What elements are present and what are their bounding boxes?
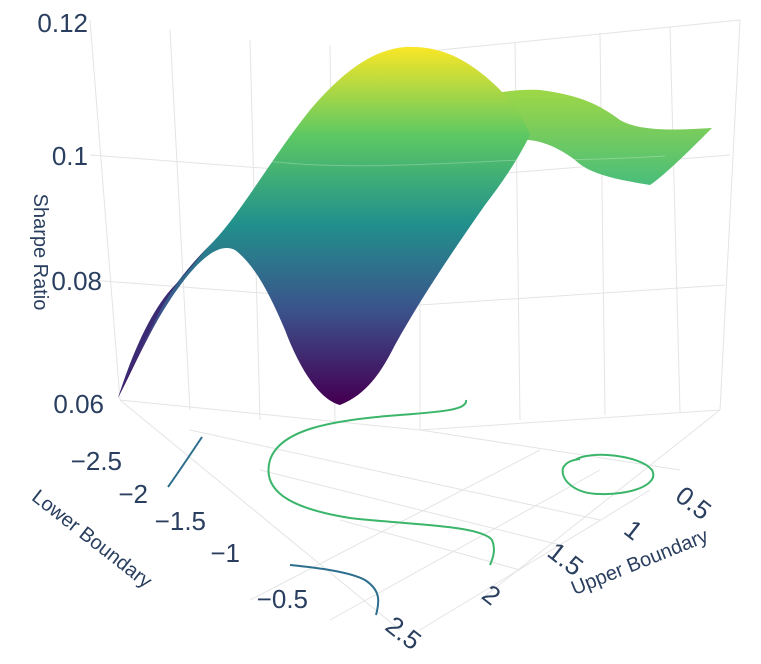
surface-left-edge [118, 245, 210, 398]
y-tick-label: −1.5 [155, 506, 206, 536]
floor-contours [167, 399, 655, 616]
contour-line [561, 453, 655, 496]
surface-main [118, 46, 530, 406]
z-tick-label: 0.12 [37, 8, 88, 38]
y-tick-label: −1 [210, 538, 240, 568]
y-tick-label: −0.5 [257, 584, 308, 614]
contour-line [167, 436, 203, 488]
x-tick-label: 2 [477, 579, 507, 612]
contour-line [267, 399, 495, 566]
surface-mesh-line [259, 159, 521, 167]
z-ticks: 0.12 0.1 0.08 0.06 [37, 8, 104, 419]
surface-mesh-line [544, 155, 666, 161]
z-tick-label: 0.06 [53, 389, 104, 419]
y-tick-label: −2 [118, 479, 148, 509]
y-tick-label: −2.5 [71, 446, 122, 476]
z-tick-label: 0.1 [52, 141, 88, 171]
x-tick-label: 0.5 [670, 480, 717, 526]
x-tick-label: 1 [619, 514, 649, 547]
z-tick-label: 0.08 [51, 266, 102, 296]
contour-line [289, 564, 380, 616]
x-tick-label: 2.5 [380, 610, 427, 656]
z-axis-title: Sharpe Ratio [29, 194, 51, 311]
y-ticks: −2.5 −2 −1.5 −1 −0.5 [71, 446, 308, 614]
x-axis-title: Upper Boundary [568, 525, 711, 600]
